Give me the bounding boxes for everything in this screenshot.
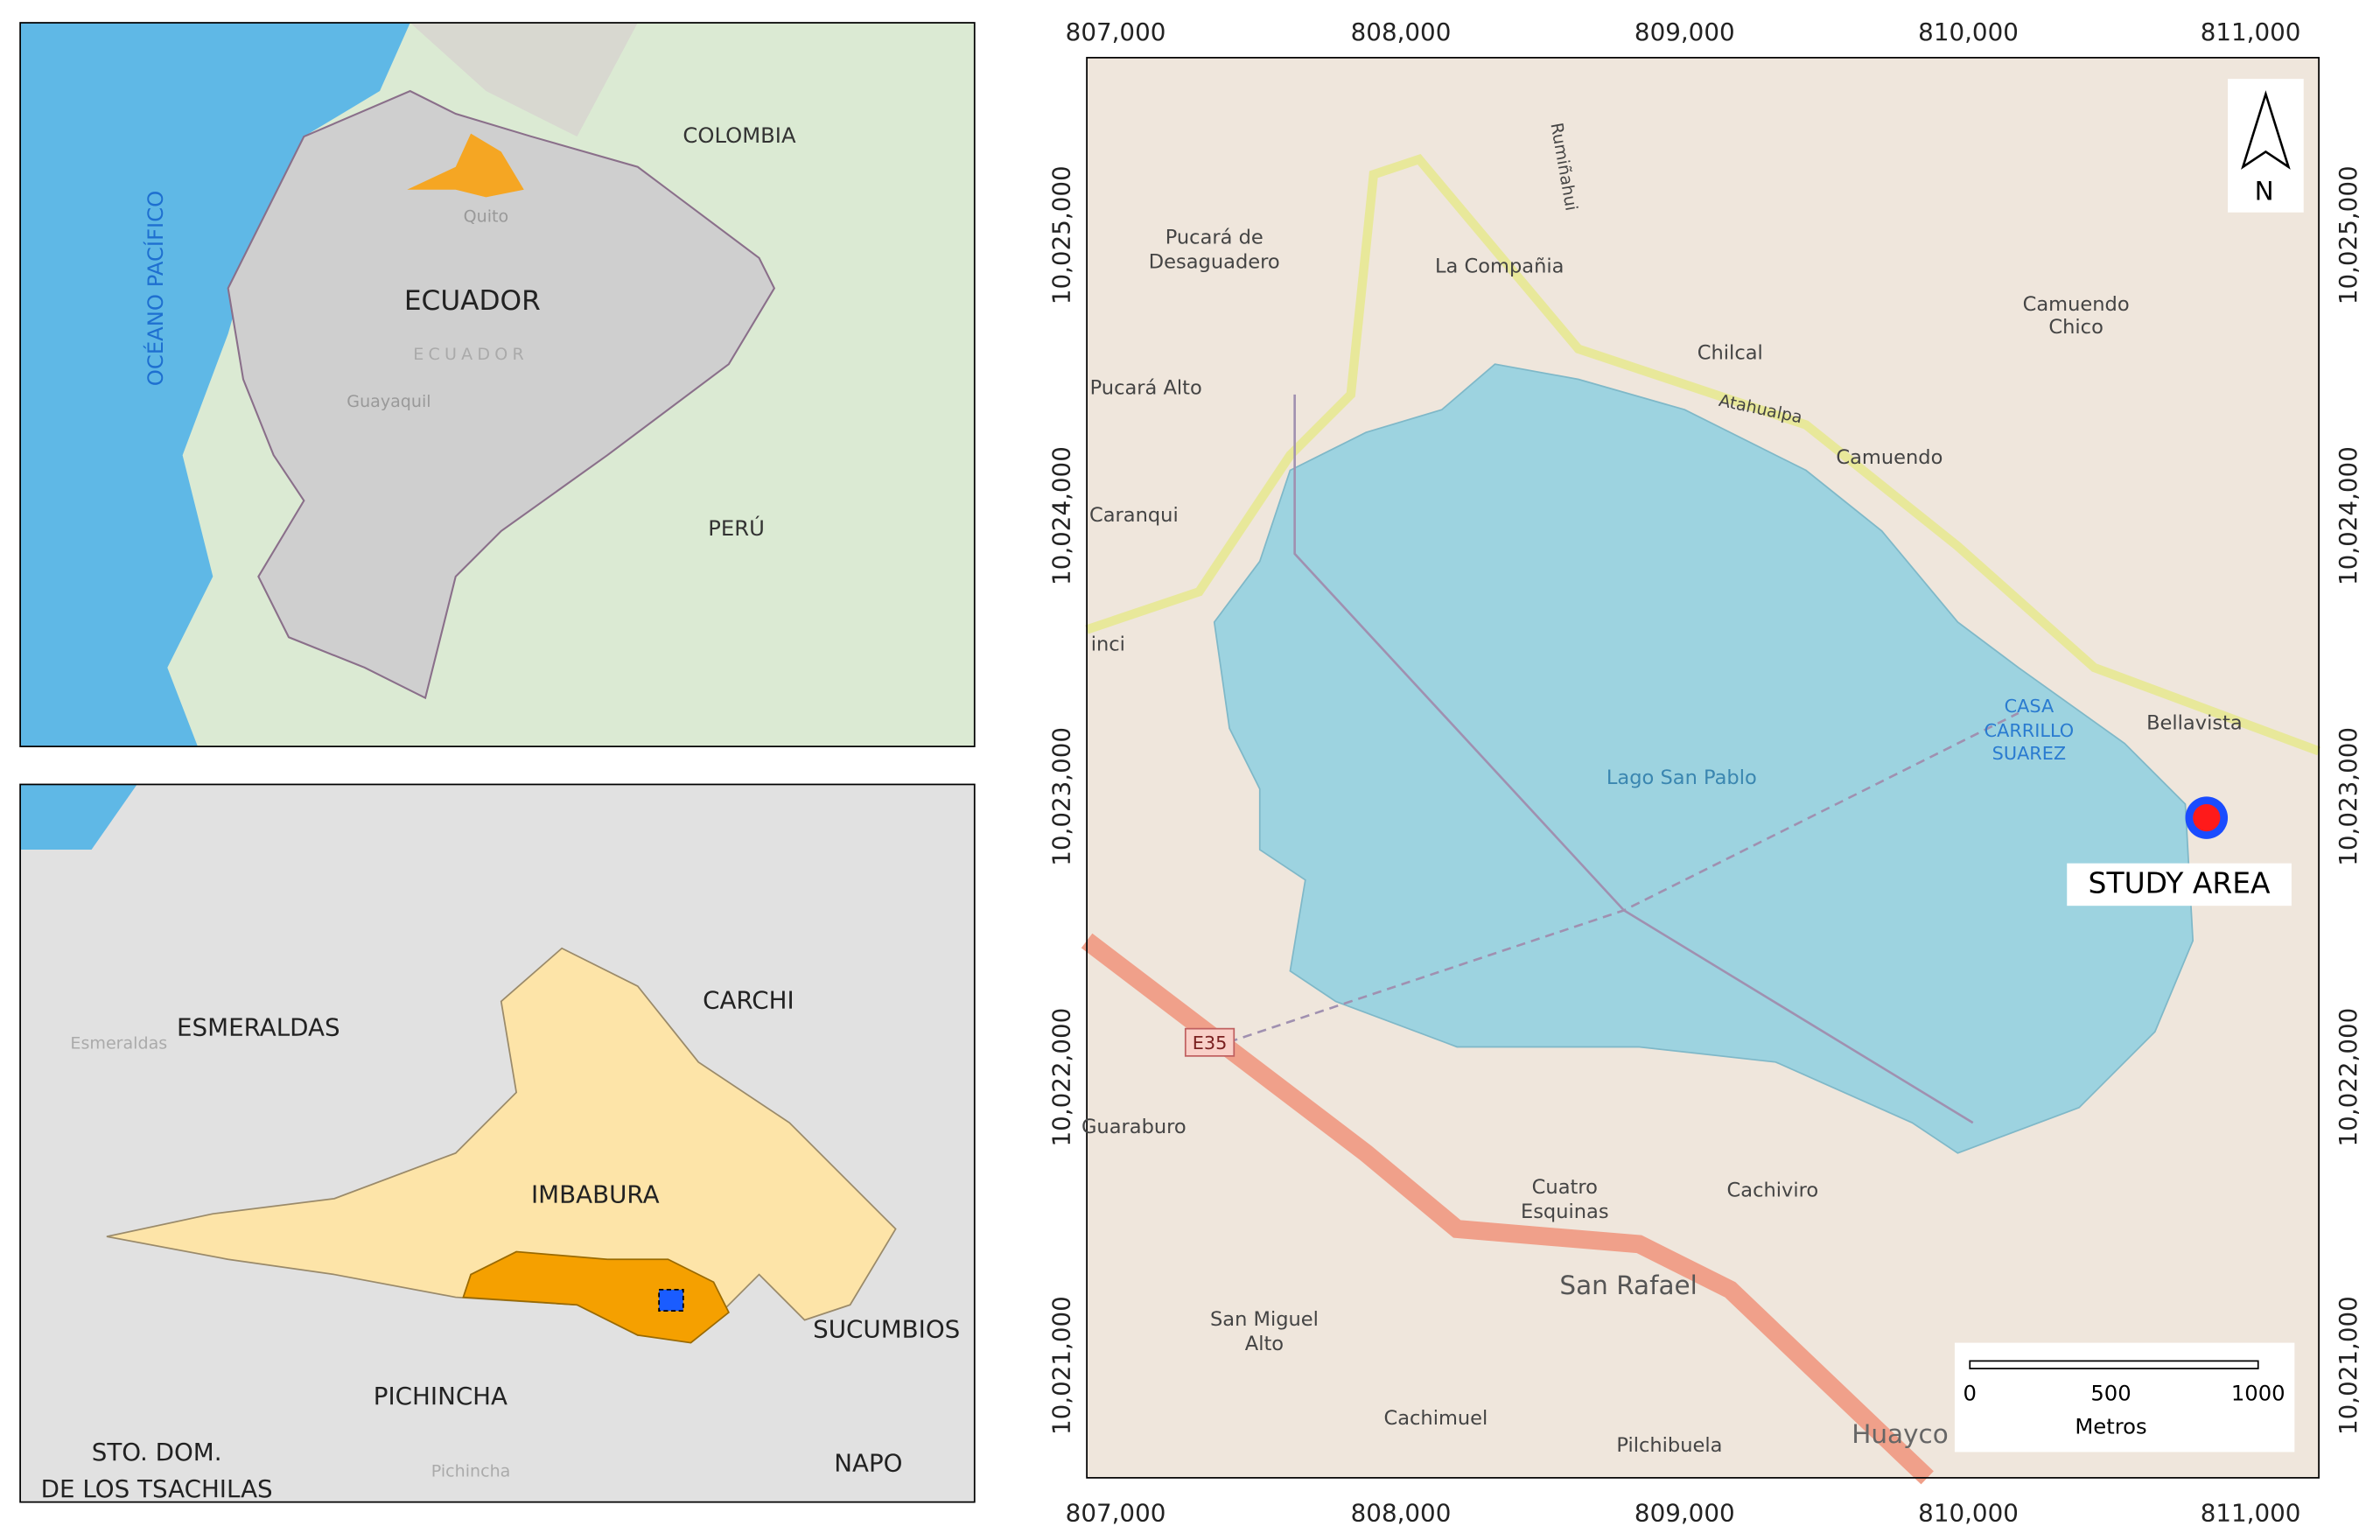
frame bbox=[19, 22, 976, 747]
e35-shield bbox=[1184, 1027, 1236, 1057]
label: STUDY AREA bbox=[2089, 865, 2272, 900]
label: SUAREZ bbox=[1992, 743, 2067, 764]
label: 807,000 bbox=[1066, 1499, 1166, 1528]
label: 0 bbox=[1964, 1381, 1977, 1406]
label: ECUADOR bbox=[413, 345, 528, 364]
label: Huayco bbox=[1852, 1419, 1949, 1449]
label: SUCUMBIOS bbox=[813, 1315, 960, 1344]
label: Caranqui bbox=[1089, 504, 1179, 527]
label: CASA bbox=[2005, 696, 2054, 717]
label: Camuendo bbox=[1836, 446, 1942, 469]
label: N bbox=[2255, 177, 2274, 206]
label: 809,000 bbox=[1634, 18, 1735, 46]
label: Camuendo bbox=[2023, 293, 2130, 316]
north-bg bbox=[2228, 79, 2304, 213]
label: 10,025,000 bbox=[1046, 165, 1075, 304]
label: ESMERALDAS bbox=[177, 1013, 340, 1042]
label: 811,000 bbox=[2201, 1499, 2301, 1528]
label: NAPO bbox=[834, 1448, 902, 1477]
sea bbox=[20, 23, 410, 747]
label: Pichincha bbox=[431, 1461, 511, 1480]
label: 10,022,000 bbox=[1046, 1008, 1075, 1147]
imbabura-highlight bbox=[407, 133, 524, 198]
label: Chico bbox=[2048, 316, 2103, 339]
label: San Miguel bbox=[1210, 1308, 1319, 1331]
label: inci bbox=[1091, 633, 1125, 655]
label: 811,000 bbox=[2201, 18, 2301, 46]
label: 810,000 bbox=[1918, 1499, 2019, 1528]
label: CARRILLO bbox=[1984, 720, 2075, 741]
label: STO. DOM. bbox=[92, 1438, 222, 1466]
label: 10,022,000 bbox=[2334, 1008, 2362, 1147]
label: DE LOS TSACHILAS bbox=[41, 1474, 273, 1503]
label: 10,023,000 bbox=[1046, 727, 1075, 866]
label: 810,000 bbox=[1918, 18, 2019, 46]
label: La Compañia bbox=[1435, 256, 1564, 278]
boundary-dashed bbox=[1214, 711, 2020, 1048]
label: Cuatro bbox=[1532, 1176, 1598, 1199]
label: 1000 bbox=[2231, 1381, 2286, 1406]
study-label-bg bbox=[2067, 863, 2292, 906]
province-panel bbox=[19, 783, 976, 1503]
label: PICHINCHA bbox=[374, 1382, 508, 1410]
north-arrow bbox=[2241, 90, 2291, 170]
overview-panel bbox=[19, 22, 976, 747]
label: 809,000 bbox=[1634, 1499, 1735, 1528]
label: Pucará de bbox=[1166, 227, 1264, 249]
label: Esquinas bbox=[1521, 1200, 1609, 1223]
label: COLOMBIA bbox=[682, 122, 796, 148]
highway-e35 bbox=[1081, 933, 1934, 1485]
label: San Rafael bbox=[1559, 1270, 1697, 1300]
ecuador-shape bbox=[227, 89, 776, 700]
label: Desaguadero bbox=[1149, 250, 1280, 273]
label: Pucará Alto bbox=[1090, 376, 1202, 399]
study-canton bbox=[462, 1250, 730, 1344]
label: 10,024,000 bbox=[2334, 446, 2362, 585]
label: Metros bbox=[2075, 1414, 2146, 1439]
label: IMBABURA bbox=[531, 1180, 660, 1208]
label: 10,021,000 bbox=[1046, 1296, 1075, 1435]
label: Cachimuel bbox=[1383, 1407, 1488, 1430]
label: 808,000 bbox=[1351, 18, 1452, 46]
study-point bbox=[2193, 804, 2221, 832]
mountains bbox=[410, 23, 638, 137]
label: Quito bbox=[464, 206, 509, 226]
label: Chilcal bbox=[1698, 342, 1763, 365]
label: 10,023,000 bbox=[2334, 727, 2362, 866]
label: Cachiviro bbox=[1727, 1180, 1819, 1202]
main-panel bbox=[1081, 57, 2320, 1485]
label: Bellavista bbox=[2146, 712, 2243, 735]
label: ECUADOR bbox=[404, 285, 541, 317]
lake bbox=[1213, 363, 2194, 1154]
label: 10,024,000 bbox=[1046, 446, 1075, 585]
label: 500 bbox=[2090, 1381, 2131, 1406]
label: Guayaquil bbox=[346, 392, 430, 411]
label: Guaraburo bbox=[1082, 1116, 1186, 1138]
frame bbox=[19, 783, 976, 1503]
label: 808,000 bbox=[1351, 1499, 1452, 1528]
label: 807,000 bbox=[1066, 18, 1166, 46]
label: OCÉANO PACÍFICO bbox=[143, 191, 168, 386]
label: 10,025,000 bbox=[2334, 165, 2362, 304]
road-atahualpa bbox=[1085, 154, 2320, 756]
label: Lago San Pablo bbox=[1606, 766, 1757, 789]
label: Alto bbox=[1245, 1333, 1284, 1355]
boundary bbox=[1293, 394, 1974, 1124]
sea bbox=[20, 784, 137, 850]
label: Pilchibuela bbox=[1616, 1434, 1722, 1457]
label: CARCHI bbox=[703, 985, 794, 1014]
label: Esmeraldas bbox=[70, 1033, 167, 1053]
label: PERÚ bbox=[708, 514, 765, 541]
scale-bar bbox=[1969, 1360, 2259, 1369]
label: 10,021,000 bbox=[2334, 1296, 2362, 1435]
frame bbox=[1086, 57, 2320, 1479]
study-box bbox=[658, 1289, 684, 1312]
label: E35 bbox=[1193, 1032, 1228, 1054]
